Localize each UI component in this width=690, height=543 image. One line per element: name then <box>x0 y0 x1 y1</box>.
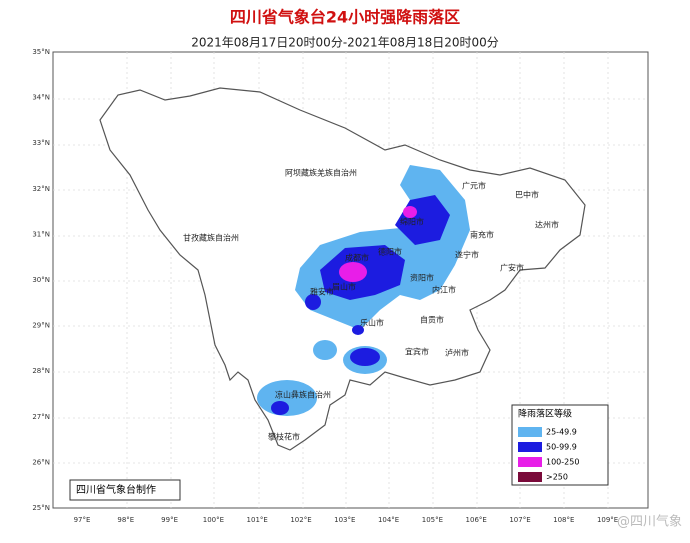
place-label: 德阳市 <box>378 247 402 257</box>
place-label: 眉山市 <box>332 282 356 292</box>
place-label: 南充市 <box>470 230 494 240</box>
lat-label: 30°N <box>32 276 50 284</box>
legend-label: 25-49.9 <box>546 428 577 437</box>
legend-swatch <box>518 442 542 452</box>
lon-label: 108°E <box>553 516 574 524</box>
lon-label: 109°E <box>597 516 618 524</box>
place-label: 攀枝花市 <box>268 432 300 442</box>
legend-swatch <box>518 472 542 482</box>
lat-label: 27°N <box>32 413 50 421</box>
place-label: 阿坝藏族羌族自治州 <box>285 168 357 178</box>
credit-box <box>69 479 181 501</box>
lat-label: 28°N <box>32 367 50 375</box>
legend-swatch <box>518 457 542 467</box>
legend-title: 降雨落区等级 <box>518 408 572 420</box>
lon-label: 100°E <box>203 516 224 524</box>
lat-label: 25°N <box>32 504 50 512</box>
credit: 四川省气象台制作 <box>76 483 156 496</box>
place-label: 泸州市 <box>445 348 469 358</box>
lat-label: 32°N <box>32 185 50 193</box>
lon-label: 102°E <box>290 516 311 524</box>
watermark: @四川气象 <box>617 514 682 530</box>
place-label: 自贡市 <box>420 315 444 325</box>
lon-label: 105°E <box>422 516 443 524</box>
lon-label: 101°E <box>247 516 268 524</box>
lon-label: 104°E <box>378 516 399 524</box>
lat-label: 31°N <box>32 230 50 238</box>
place-label: 甘孜藏族自治州 <box>183 233 239 243</box>
lon-label: 98°E <box>117 516 134 524</box>
place-label: 资阳市 <box>410 273 434 283</box>
lat-label: 35°N <box>32 48 50 56</box>
legend-swatch <box>518 427 542 437</box>
legend-label: 100-250 <box>546 458 579 467</box>
place-label: 乐山市 <box>360 318 384 328</box>
legend-label: >250 <box>546 473 568 482</box>
place-label: 宜宾市 <box>405 347 429 357</box>
lon-label: 106°E <box>466 516 487 524</box>
place-label: 遂宁市 <box>455 250 479 260</box>
place-label: 凉山彝族自治州 <box>275 390 331 400</box>
lon-label: 99°E <box>161 516 178 524</box>
rain-areas <box>257 165 470 416</box>
title: 四川省气象台24小时强降雨落区 <box>230 8 460 27</box>
place-label: 成都市 <box>345 253 369 263</box>
place-label: 雅安市 <box>310 287 334 297</box>
lon-label: 107°E <box>509 516 530 524</box>
place-label: 达州市 <box>535 220 559 230</box>
place-label: 绵阳市 <box>400 217 424 227</box>
place-label: 巴中市 <box>515 190 539 200</box>
lon-label: 103°E <box>334 516 355 524</box>
legend-label: 50-99.9 <box>546 443 577 452</box>
lat-label: 26°N <box>32 458 50 466</box>
lon-label: 97°E <box>74 516 91 524</box>
place-label: 内江市 <box>432 285 456 295</box>
lat-label: 34°N <box>32 94 50 102</box>
lat-label: 29°N <box>32 322 50 330</box>
place-label: 广安市 <box>500 263 524 273</box>
place-label: 广元市 <box>462 181 486 191</box>
subtitle: 2021年08月17日20时00分-2021年08月18日20时00分 <box>191 36 499 50</box>
lat-label: 33°N <box>32 139 50 147</box>
